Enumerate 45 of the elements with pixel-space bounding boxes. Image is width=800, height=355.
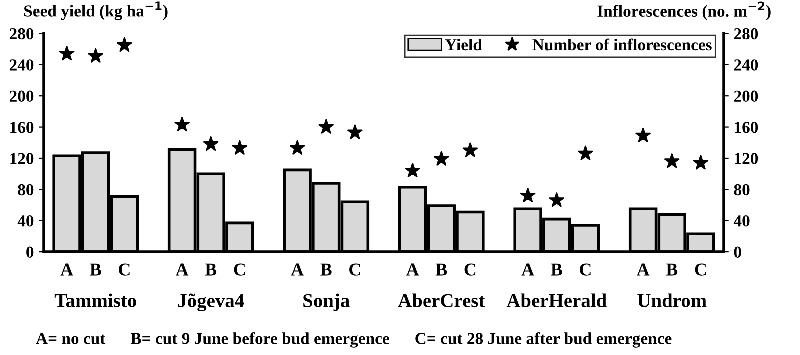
x-tick-label: A [60,264,74,276]
x-tick-label: A [406,264,420,276]
y2-axis-title: Inflorescences (no. m$^{−2}$) [598,2,771,20]
y2-tick-label: 280 [734,28,758,40]
y2-tick-label: 240 [734,60,758,71]
y-tick-label: 120 [10,153,34,164]
x-tick-label: C [234,264,246,276]
x-tick-label: B [551,264,562,276]
x-tick-label: B [205,264,217,276]
legend-label: Yield [445,38,482,51]
y-tick-label: 80 [18,184,34,196]
text: Tammisto [54,294,136,308]
text: Undrom [638,294,707,308]
x-tick-label: C [695,264,706,276]
y2-tick-label: 120 [735,153,758,164]
y-tick-label: 40 [18,216,34,227]
x-tick-label: B [436,264,448,276]
x-tick-label: C [464,264,476,276]
text: A= no cut B= cut 9 June before bud emergence C= cut 28 June after bud emergence [36,332,672,348]
x-tick-label: A [636,264,650,276]
x-tick-label: C [580,264,591,276]
y2-tick-label: 0 [734,246,742,258]
y2-tick-label: 80 [734,184,750,196]
x-tick-label: A [176,264,189,276]
legend-label: Number of inflorescences [532,38,712,51]
text: Sonja [304,294,350,312]
y-tick-label: 200 [10,90,34,102]
text: Jõgeva4 [178,294,244,312]
x-tick-label: C [350,264,360,276]
x-tick-label: A [291,264,304,276]
y-tick-label: 0 [26,246,34,258]
y-tick-label: 160 [10,122,34,134]
y-tick-label: 280 [10,28,34,40]
y2-tick-label: 160 [735,122,758,134]
text: AberCrest [398,294,486,308]
y2-tick-label: 200 [734,90,758,102]
x-tick-label: C [119,264,130,276]
y-axis-title: Seed yield (kg ha$^{−1}$) [24,2,168,20]
x-tick-label: B [320,264,332,276]
x-tick-label: B [666,264,678,276]
y2-tick-label: 40 [734,216,750,227]
x-tick-label: A [522,264,534,276]
x-tick-label: B [90,264,102,276]
text: AberHerald [506,294,607,308]
y-tick-label: 240 [10,60,34,71]
